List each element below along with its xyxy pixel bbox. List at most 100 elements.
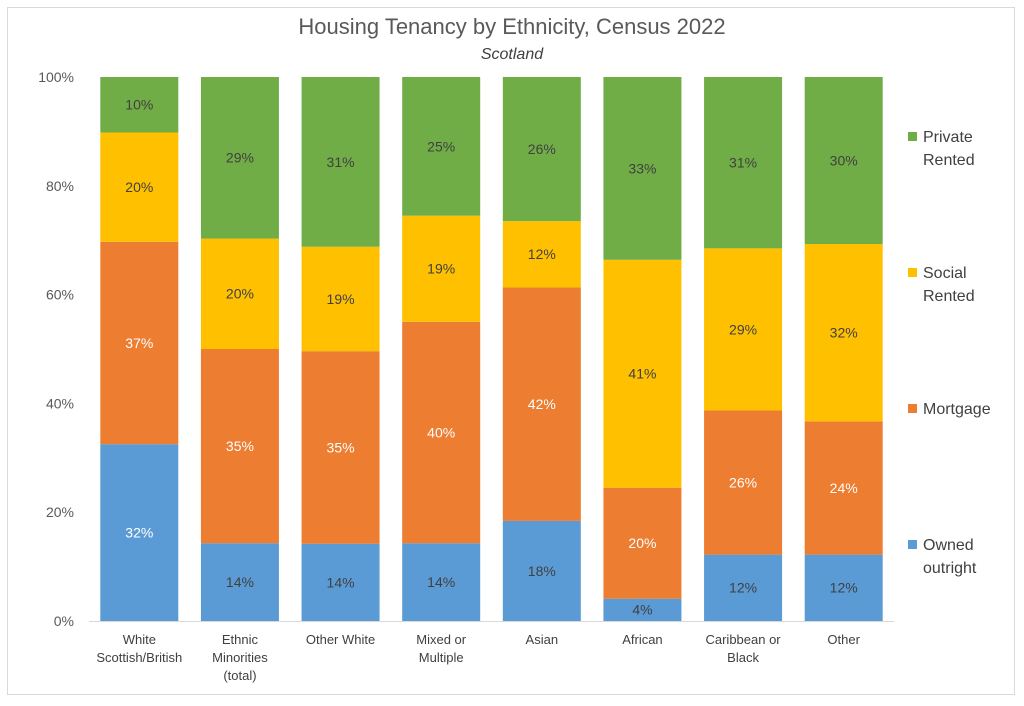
chart-title: Housing Tenancy by Ethnicity, Census 202… [298,14,726,39]
bar-segment [200,77,279,239]
x-tick-label: (total) [223,668,256,683]
bar-segment [402,215,481,322]
x-tick-label: White [123,632,156,647]
y-tick-label: 40% [46,395,74,411]
legend-item: Social Rented [908,262,1013,308]
x-tick-label: Caribbean or [705,632,781,647]
data-label: 4% [632,602,652,618]
legend-label: Private Rented [923,126,1013,172]
data-label: 33% [628,160,656,176]
y-tick-label: 80% [46,178,74,194]
legend-label-line: Private [923,129,973,146]
data-label: 31% [327,154,355,170]
data-label: 37% [125,335,153,351]
y-tick-label: 20% [46,504,74,520]
legend-swatch [908,268,917,277]
data-label: 14% [427,574,455,590]
legend-item: Owned outright [908,534,1013,580]
x-tick-label: Other White [306,632,375,647]
data-label: 26% [729,474,757,490]
bar-segment [704,77,783,249]
data-label: 40% [427,424,455,440]
legend-label-line: Mortgage [923,401,991,418]
data-label: 25% [427,138,455,154]
data-label: 31% [729,155,757,171]
bar-segment [301,351,380,544]
legend-item: Mortgage [908,398,1013,421]
legend-label-line: Rented [923,288,975,305]
bar-segment [704,248,783,411]
data-label: 12% [830,580,858,596]
legend-swatch [908,404,917,413]
data-label: 20% [226,286,254,302]
bar-segment [804,421,883,555]
x-tick-label: Minorities [212,650,268,665]
data-label: 10% [125,97,153,113]
bar-segment [502,520,581,621]
x-tick-label: Scottish/British [96,650,182,665]
bar-segment [704,554,783,621]
bar-segment [402,77,481,216]
bar-segment [804,244,883,422]
legend-swatch [908,540,917,549]
data-label: 35% [327,439,355,455]
legend-label: Owned outright [923,534,1013,580]
x-tick-label: Multiple [419,650,464,665]
data-label: 26% [528,141,556,157]
x-tick-label: Mixed or [416,632,467,647]
data-label: 12% [528,246,556,262]
bar-segment [502,77,581,222]
data-label: 42% [528,396,556,412]
x-tick-label: Ethnic [222,632,259,647]
bar-segment [301,77,380,247]
bar-segment [301,246,380,352]
legend-label-line: Rented [923,152,975,169]
bar-segment [603,77,682,260]
bar-segment [200,349,279,544]
x-tick-label: African [622,632,662,647]
data-label: 14% [327,574,355,590]
data-label: 20% [628,535,656,551]
data-label: 20% [125,179,153,195]
data-label: 14% [226,574,254,590]
legend-label-line: Social [923,265,967,282]
y-tick-label: 100% [38,69,74,85]
data-label: 29% [226,150,254,166]
y-tick-label: 0% [54,613,74,629]
bar-segment [402,321,481,544]
y-tick-label: 60% [46,287,74,303]
legend-label-line: outright [923,560,977,577]
bar-segment [603,487,682,599]
chart-subtitle: Scotland [480,46,544,63]
bar-segment [100,77,179,133]
legend-label-line: Owned [923,537,974,554]
legend-item: Private Rented [908,126,1013,172]
legend-label: Social Rented [923,262,1013,308]
data-label: 29% [729,321,757,337]
bar-segment [200,238,279,349]
data-label: 18% [528,563,556,579]
bar-segment [704,410,783,555]
data-label: 35% [226,438,254,454]
bar-segment [603,598,682,621]
bar-segment [100,132,179,242]
bar-segment [402,543,481,621]
bar-segment [100,444,179,621]
legend-swatch [908,132,917,141]
data-label: 19% [427,261,455,277]
data-label: 30% [830,152,858,168]
bar-segment [100,241,179,445]
bar-segment [603,259,682,488]
data-label: 19% [327,291,355,307]
bar-segment [301,543,380,621]
bar-segment [804,554,883,621]
data-label: 12% [729,580,757,596]
data-label: 24% [830,480,858,496]
data-label: 32% [125,525,153,541]
x-tick-label: Asian [526,632,559,647]
bar-segment [200,543,279,621]
legend-label: Mortgage [923,398,1013,421]
x-tick-label: Other [827,632,860,647]
bar-segment [804,77,883,245]
